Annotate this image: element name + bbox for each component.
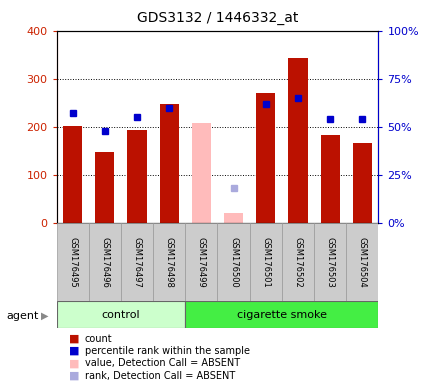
Bar (288, 58, 307, 223)
Bar (185, 301, 378, 328)
Bar (127, 130, 146, 223)
Bar (63, 126, 82, 223)
Text: GSM176500: GSM176500 (229, 237, 237, 288)
Bar (281, 223, 313, 301)
Bar (217, 223, 249, 301)
Text: GSM176495: GSM176495 (68, 237, 77, 288)
Bar (121, 223, 153, 301)
Text: percentile rank within the sample: percentile rank within the sample (85, 346, 249, 356)
Bar (249, 223, 281, 301)
Bar (191, 123, 210, 223)
Text: ■: ■ (69, 334, 79, 344)
Text: GSM176497: GSM176497 (132, 237, 141, 288)
Bar (345, 223, 378, 301)
Text: ■: ■ (69, 371, 79, 381)
Bar (153, 223, 185, 301)
Bar (256, 93, 275, 223)
Bar (159, 104, 178, 223)
Bar (313, 223, 345, 301)
Text: count: count (85, 334, 112, 344)
Bar (185, 223, 217, 301)
Text: GSM176498: GSM176498 (164, 237, 173, 288)
Text: GSM176501: GSM176501 (261, 237, 270, 288)
Text: cigarette smoke: cigarette smoke (237, 310, 326, 320)
Text: ■: ■ (69, 346, 79, 356)
Bar (352, 142, 371, 223)
Bar (95, 152, 114, 223)
Text: rank, Detection Call = ABSENT: rank, Detection Call = ABSENT (85, 371, 234, 381)
Bar (89, 223, 121, 301)
Text: GDS3132 / 1446332_at: GDS3132 / 1446332_at (137, 11, 297, 25)
Text: GSM176496: GSM176496 (100, 237, 109, 288)
Bar (224, 213, 243, 223)
Text: value, Detection Call = ABSENT: value, Detection Call = ABSENT (85, 358, 240, 368)
Text: agent: agent (7, 311, 39, 321)
Bar (56, 223, 89, 301)
Text: control: control (102, 310, 140, 320)
Text: GSM176504: GSM176504 (357, 237, 366, 288)
Text: ▶: ▶ (41, 311, 49, 321)
Text: GSM176499: GSM176499 (197, 237, 205, 288)
Text: GSM176502: GSM176502 (293, 237, 302, 288)
Text: ■: ■ (69, 358, 79, 368)
Bar (320, 135, 339, 223)
Text: GSM176503: GSM176503 (325, 237, 334, 288)
Bar (56, 301, 185, 328)
